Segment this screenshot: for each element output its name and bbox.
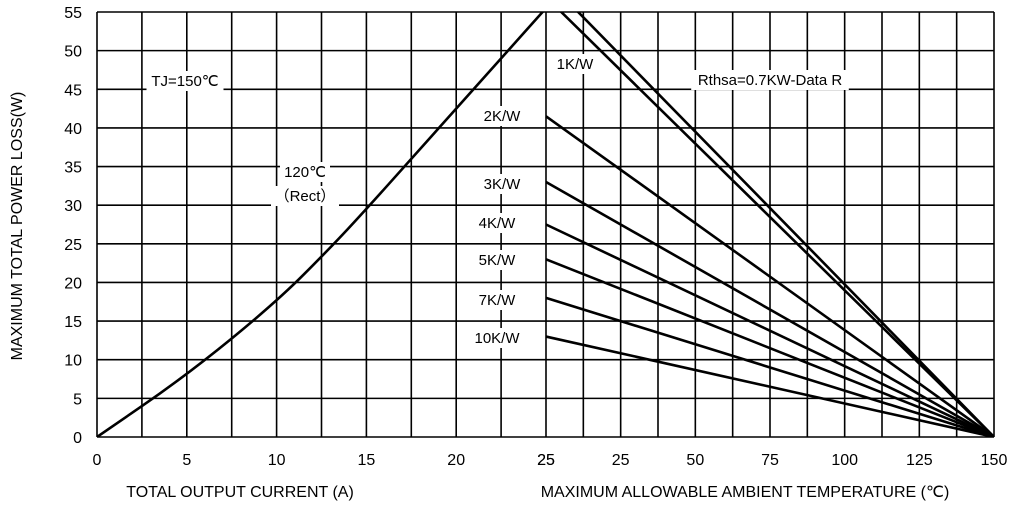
thermal-resistance-line	[545, 115, 994, 437]
y-tick-label: 35	[64, 160, 82, 177]
series-label-bg	[471, 328, 523, 348]
y-tick-label: 20	[64, 275, 82, 292]
series-label: 7K/W	[479, 292, 517, 309]
power-current-curve	[97, 12, 545, 437]
series-label-bg	[691, 70, 849, 90]
y-tick-label: 45	[64, 82, 82, 99]
series-label-bg	[553, 54, 597, 74]
thermal-resistance-line	[559, 12, 994, 437]
labels: Rthsa=0.7KW-Data R 1K/W 2K/W 3K/W 4K/W 5K/W 7K…	[146, 54, 849, 348]
y-tick-label: 5	[73, 391, 82, 408]
x-tick-label-current: 25	[537, 452, 555, 469]
x-tick-label-temperature: 25	[612, 452, 630, 469]
x-axis-label-current: TOTAL OUTPUT CURRENT (A)	[126, 484, 354, 501]
annotation-label: 120℃	[284, 164, 326, 181]
series-label: 2K/W	[484, 108, 522, 125]
y-tick-label: 50	[64, 44, 82, 61]
annotation-label: （Rect）	[275, 188, 336, 205]
series-label: 3K/W	[484, 176, 522, 193]
x-tick-label-current: 10	[268, 452, 286, 469]
x-tick-label-current: 20	[447, 452, 465, 469]
series-label-bg	[475, 213, 519, 233]
series-label-bg	[475, 290, 519, 310]
y-tick-label: 40	[64, 121, 82, 138]
series-label: Rthsa=0.7KW-Data R	[698, 72, 843, 89]
y-tick-label: 30	[64, 198, 82, 215]
x-tick-label-temperature: 25	[537, 452, 555, 469]
x-tick-label-current: 5	[182, 452, 191, 469]
annotation-bg	[271, 186, 339, 206]
y-tick-label: 15	[64, 314, 82, 331]
y-tick-label: 10	[64, 353, 82, 370]
curves	[97, 12, 994, 437]
thermal-resistance-line	[576, 12, 994, 437]
annotation-bg	[146, 71, 224, 91]
y-axis-label: MAXIMUM TOTAL POWER LOSS(W)	[9, 92, 26, 361]
series-label: 1K/W	[557, 56, 595, 73]
x-tick-label-current: 0	[93, 452, 102, 469]
x-tick-label-temperature: 150	[981, 452, 1008, 469]
thermal-resistance-line	[545, 180, 994, 437]
annotation-label: TJ=150℃	[151, 73, 218, 90]
series-label-bg	[480, 106, 524, 126]
y-tick-label: 25	[64, 237, 82, 254]
x-tick-label-temperature: 50	[686, 452, 704, 469]
thermal-resistance-line	[545, 296, 994, 437]
x-tick-label-temperature: 100	[831, 452, 858, 469]
x-axis-label-temperature: MAXIMUM ALLOWABLE AMBIENT TEMPERATURE (℃…	[541, 484, 950, 501]
series-label: 10K/W	[474, 330, 520, 347]
annotation-bg	[280, 162, 330, 182]
series-label-bg	[480, 174, 524, 194]
y-tick-label: 0	[73, 430, 82, 447]
x-tick-label-temperature: 125	[906, 452, 933, 469]
thermal-resistance-line	[545, 258, 994, 437]
x-tick-label-temperature: 75	[761, 452, 779, 469]
thermal-resistance-line	[545, 223, 994, 437]
thermal-resistance-line	[545, 335, 994, 437]
y-tick-label: 55	[64, 5, 82, 22]
series-label: 4K/W	[479, 215, 517, 232]
series-label-bg	[475, 250, 519, 270]
x-tick-label-current: 15	[358, 452, 376, 469]
series-label: 5K/W	[479, 252, 517, 269]
